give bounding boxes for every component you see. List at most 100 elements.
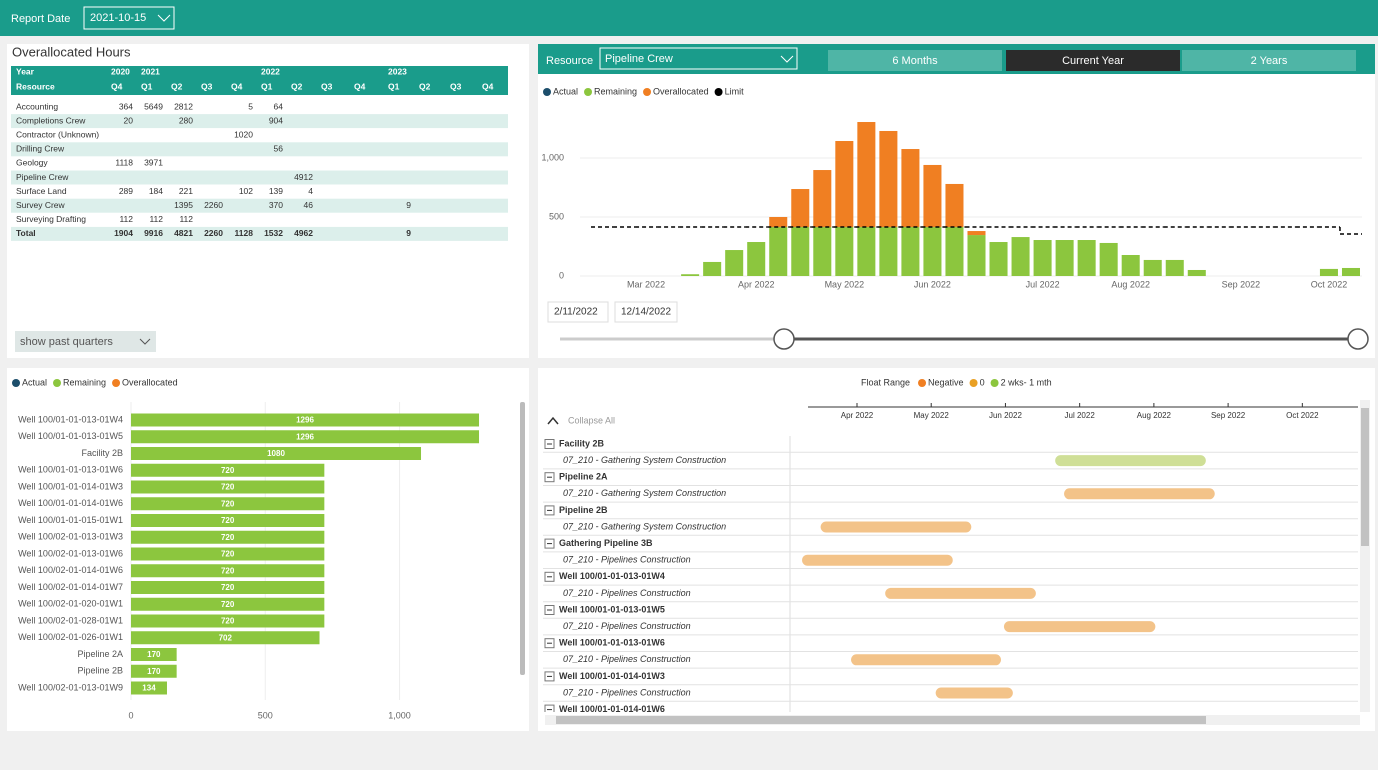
data-label: 720 bbox=[221, 550, 235, 559]
group-label: Pipeline 2B bbox=[559, 505, 608, 515]
range-end-box[interactable] bbox=[614, 301, 678, 323]
data-label: 720 bbox=[221, 499, 235, 508]
gantt-bar bbox=[820, 521, 972, 533]
quarter-header: Q4 bbox=[111, 81, 123, 91]
cell: 112 bbox=[179, 214, 193, 224]
quarter-header: Q3 bbox=[201, 81, 213, 91]
legend-dot bbox=[12, 379, 20, 387]
legend-label: Overallocated bbox=[653, 86, 709, 96]
row-label: Pipeline Crew bbox=[16, 172, 69, 182]
bar bbox=[131, 463, 325, 477]
x-tick-label: Jul 2022 bbox=[1026, 279, 1060, 289]
cell: 1118 bbox=[115, 158, 133, 168]
bar bbox=[769, 227, 788, 276]
bar bbox=[1121, 254, 1140, 276]
cell: 184 bbox=[149, 186, 163, 196]
group-label: Well 100/01-01-013-01W4 bbox=[559, 571, 665, 581]
table-header bbox=[11, 66, 508, 95]
bar bbox=[879, 130, 898, 228]
task-label: 07_210 - Pipelines Construction bbox=[563, 621, 691, 631]
y-tick-label: Well 100/02-01-014-01W6 bbox=[18, 565, 123, 575]
cell: 364 bbox=[119, 101, 133, 111]
bar bbox=[967, 235, 986, 276]
bar bbox=[131, 597, 325, 611]
h-scroll-thumb[interactable] bbox=[556, 716, 1206, 724]
year-header: 2022 bbox=[261, 66, 280, 76]
bar bbox=[131, 530, 325, 544]
gantt-bar bbox=[802, 554, 953, 566]
bar bbox=[967, 231, 986, 236]
toggle[interactable] bbox=[544, 704, 555, 714]
cell: 9 bbox=[406, 228, 411, 238]
v-scroll-thumb[interactable] bbox=[1361, 408, 1369, 546]
x-tick-label: May 2022 bbox=[825, 279, 865, 289]
cell: 1128 bbox=[235, 228, 254, 238]
scrollbar[interactable] bbox=[520, 402, 525, 675]
date-dropdown[interactable] bbox=[83, 6, 175, 30]
bar bbox=[131, 497, 325, 511]
cell: 9 bbox=[406, 200, 411, 210]
row-band bbox=[11, 114, 508, 129]
slider-handle[interactable] bbox=[1347, 328, 1369, 350]
period-button[interactable] bbox=[828, 50, 1002, 71]
slider-handle[interactable] bbox=[773, 328, 795, 350]
legend-label: Actual bbox=[553, 86, 578, 96]
bar bbox=[901, 149, 920, 228]
row-band bbox=[11, 142, 508, 157]
x-tick-label: Aug 2022 bbox=[1111, 279, 1150, 289]
range-end: 12/14/2022 bbox=[621, 307, 671, 318]
period-button[interactable] bbox=[1006, 50, 1180, 71]
bar bbox=[989, 242, 1008, 276]
row-band bbox=[11, 226, 508, 241]
x-tick-label: May 2022 bbox=[914, 411, 950, 420]
period-button[interactable] bbox=[1182, 50, 1356, 71]
legend-label: Remaining bbox=[594, 86, 637, 96]
bar bbox=[791, 227, 810, 276]
bar bbox=[945, 227, 964, 276]
legend-dot bbox=[918, 379, 927, 387]
data-label: 1296 bbox=[296, 432, 314, 441]
cell: 102 bbox=[239, 186, 253, 196]
y-tick-label: Well 100/02-01-028-01W1 bbox=[18, 615, 123, 625]
gantt-bar bbox=[1064, 488, 1215, 500]
quarter-header: Resource bbox=[16, 81, 55, 91]
y-tick-label: Well 100/01-01-013-01W6 bbox=[18, 465, 123, 475]
cell: 2260 bbox=[204, 228, 223, 238]
gantt-rows: Facility 2B 07_210 - Gathering System Con… bbox=[543, 438, 1358, 714]
bar bbox=[131, 413, 480, 427]
gantt-bar bbox=[851, 654, 1001, 666]
date-value: 2021-10-15 bbox=[90, 12, 146, 24]
range-start-box[interactable] bbox=[547, 301, 609, 323]
legend-label: Overallocated bbox=[122, 377, 178, 387]
bar bbox=[747, 242, 766, 276]
bar bbox=[1077, 240, 1096, 276]
bar bbox=[131, 614, 325, 628]
collapse-icon bbox=[547, 416, 559, 425]
collapse-all[interactable]: Collapse All bbox=[568, 415, 615, 425]
legend-dot bbox=[53, 379, 62, 387]
bar bbox=[131, 681, 167, 695]
task-label: 07_210 - Gathering System Construction bbox=[563, 488, 726, 498]
task-label: 07_210 - Pipelines Construction bbox=[563, 654, 691, 664]
cell: 2260 bbox=[204, 200, 223, 210]
cell: 46 bbox=[304, 200, 314, 210]
quarter-header: Q3 bbox=[450, 81, 462, 91]
cell: 20 bbox=[124, 115, 134, 125]
cell: 221 bbox=[179, 186, 193, 196]
y-tick-label: Well 100/01-01-013-01W4 bbox=[18, 414, 123, 424]
past-quarters-button[interactable] bbox=[15, 331, 156, 352]
legend-dot bbox=[112, 379, 121, 387]
resource-dropdown[interactable] bbox=[599, 47, 798, 70]
report-date-label: Report Date bbox=[11, 13, 70, 25]
data-label: 134 bbox=[142, 684, 156, 693]
bar bbox=[131, 547, 325, 561]
bar bbox=[813, 170, 832, 228]
legend-label: Actual bbox=[22, 377, 47, 387]
group-label: Well 100/01-01-014-01W3 bbox=[559, 671, 665, 681]
year-header: 2023 bbox=[388, 66, 407, 76]
y-tick-label: Well 100/02-01-013-01W6 bbox=[18, 548, 123, 558]
bar bbox=[1033, 240, 1052, 276]
bar bbox=[923, 164, 942, 228]
legend-label: Negative bbox=[928, 377, 964, 387]
